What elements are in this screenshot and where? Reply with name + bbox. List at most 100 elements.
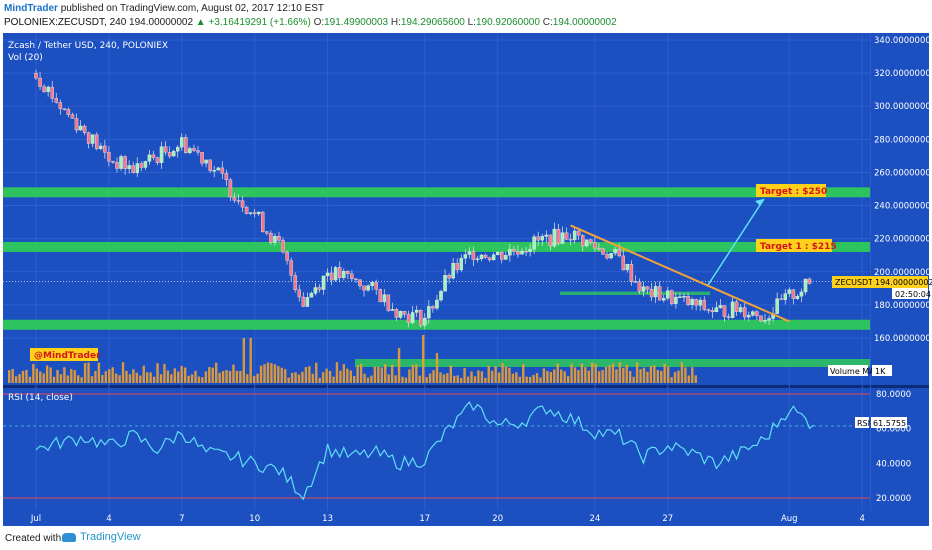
- candle-up[interactable]: [216, 167, 220, 171]
- candle-down[interactable]: [791, 289, 796, 299]
- candle-down[interactable]: [252, 212, 257, 215]
- candle-down[interactable]: [95, 134, 99, 149]
- candle-down[interactable]: [103, 145, 107, 153]
- candle-up[interactable]: [544, 234, 549, 237]
- candle-down[interactable]: [378, 289, 382, 303]
- candle-down[interactable]: [285, 251, 289, 261]
- candle-up[interactable]: [143, 161, 148, 168]
- candle-down[interactable]: [455, 263, 459, 271]
- candle-down[interactable]: [362, 285, 366, 291]
- candle-up[interactable]: [532, 236, 536, 250]
- candle-up[interactable]: [439, 291, 443, 301]
- candle-down[interactable]: [617, 249, 621, 257]
- candle-down[interactable]: [151, 154, 156, 158]
- candle-down[interactable]: [536, 236, 540, 241]
- candle-down[interactable]: [629, 264, 634, 282]
- candle-down[interactable]: [74, 118, 79, 131]
- candle-down[interactable]: [581, 235, 585, 247]
- candle-down[interactable]: [524, 250, 528, 253]
- target-one-box[interactable]: [756, 239, 832, 252]
- candle-up[interactable]: [147, 154, 152, 162]
- candle-up[interactable]: [799, 291, 804, 297]
- candle-down[interactable]: [196, 150, 200, 153]
- candle-up[interactable]: [666, 290, 670, 299]
- candle-down[interactable]: [702, 299, 707, 310]
- candle-down[interactable]: [131, 165, 135, 173]
- candle-up[interactable]: [520, 250, 524, 255]
- candle-down[interactable]: [516, 251, 520, 255]
- candle-down[interactable]: [220, 167, 225, 174]
- candle-down[interactable]: [115, 162, 119, 169]
- candle-up[interactable]: [609, 253, 613, 259]
- projection-arrow[interactable]: [707, 198, 765, 286]
- candle-down[interactable]: [726, 316, 731, 318]
- candle-up[interactable]: [747, 315, 751, 318]
- candle-down[interactable]: [86, 132, 91, 144]
- candle-down[interactable]: [657, 286, 662, 301]
- candle-down[interactable]: [236, 200, 241, 202]
- support-band[interactable]: [560, 291, 710, 295]
- candle-down[interactable]: [184, 137, 188, 153]
- candle-down[interactable]: [301, 296, 306, 307]
- candle-up[interactable]: [674, 296, 678, 304]
- candle-down[interactable]: [710, 310, 715, 313]
- candle-up[interactable]: [467, 251, 472, 255]
- candle-up[interactable]: [730, 301, 735, 318]
- candle-down[interactable]: [58, 102, 63, 109]
- author-name[interactable]: MindTrader: [4, 3, 58, 14]
- candle-up[interactable]: [625, 264, 630, 271]
- candle-up[interactable]: [491, 254, 496, 261]
- candle-up[interactable]: [204, 159, 208, 164]
- candle-up[interactable]: [767, 318, 771, 321]
- candle-up[interactable]: [572, 230, 577, 241]
- candle-up[interactable]: [690, 299, 694, 306]
- candle-down[interactable]: [42, 86, 46, 92]
- candle-up[interactable]: [248, 212, 253, 214]
- candle-up[interactable]: [459, 258, 463, 271]
- trading-chart[interactable]: 340.00000000 320.00000000 300.00000000 280.…: [0, 31, 932, 528]
- candle-down[interactable]: [576, 230, 581, 236]
- candle-up[interactable]: [803, 278, 808, 293]
- candle-down[interactable]: [759, 315, 763, 322]
- candle-down[interactable]: [431, 306, 435, 309]
- candle-up[interactable]: [775, 298, 779, 314]
- candle-down[interactable]: [261, 211, 265, 232]
- candle-down[interactable]: [394, 309, 399, 318]
- candle-up[interactable]: [653, 286, 658, 298]
- candle-down[interactable]: [706, 309, 711, 311]
- candle-down[interactable]: [589, 239, 593, 243]
- candle-up[interactable]: [682, 296, 686, 298]
- candle-up[interactable]: [175, 147, 180, 152]
- candle-down[interactable]: [605, 254, 609, 259]
- candle-down[interactable]: [779, 298, 783, 300]
- candle-down[interactable]: [597, 247, 601, 250]
- candle-up[interactable]: [127, 165, 131, 169]
- candle-up[interactable]: [366, 285, 370, 291]
- candle-up[interactable]: [475, 258, 480, 260]
- candle-down[interactable]: [111, 160, 115, 163]
- candle-up[interactable]: [783, 293, 788, 300]
- candle-up[interactable]: [382, 294, 387, 303]
- candle-down[interactable]: [34, 72, 38, 79]
- candle-up[interactable]: [423, 317, 427, 326]
- rsi-line[interactable]: [35, 401, 814, 501]
- candle-up[interactable]: [305, 297, 310, 307]
- candle-up[interactable]: [698, 299, 702, 306]
- candle-down[interactable]: [240, 200, 245, 208]
- candle-down[interactable]: [350, 273, 354, 279]
- candle-up[interactable]: [435, 299, 439, 309]
- candle-down[interactable]: [317, 287, 322, 290]
- candle-up[interactable]: [451, 263, 455, 279]
- candle-down[interactable]: [155, 157, 160, 163]
- tradingview-brand[interactable]: TradingView: [62, 531, 141, 543]
- candle-up[interactable]: [613, 249, 617, 254]
- candle-up[interactable]: [325, 272, 330, 277]
- candle-down[interactable]: [232, 196, 237, 201]
- candle-down[interactable]: [564, 232, 569, 240]
- candle-up[interactable]: [751, 311, 755, 316]
- candle-up[interactable]: [410, 312, 415, 323]
- candle-down[interactable]: [269, 233, 273, 243]
- candle-up[interactable]: [414, 309, 419, 313]
- candle-up[interactable]: [552, 228, 557, 247]
- candle-down[interactable]: [54, 98, 59, 103]
